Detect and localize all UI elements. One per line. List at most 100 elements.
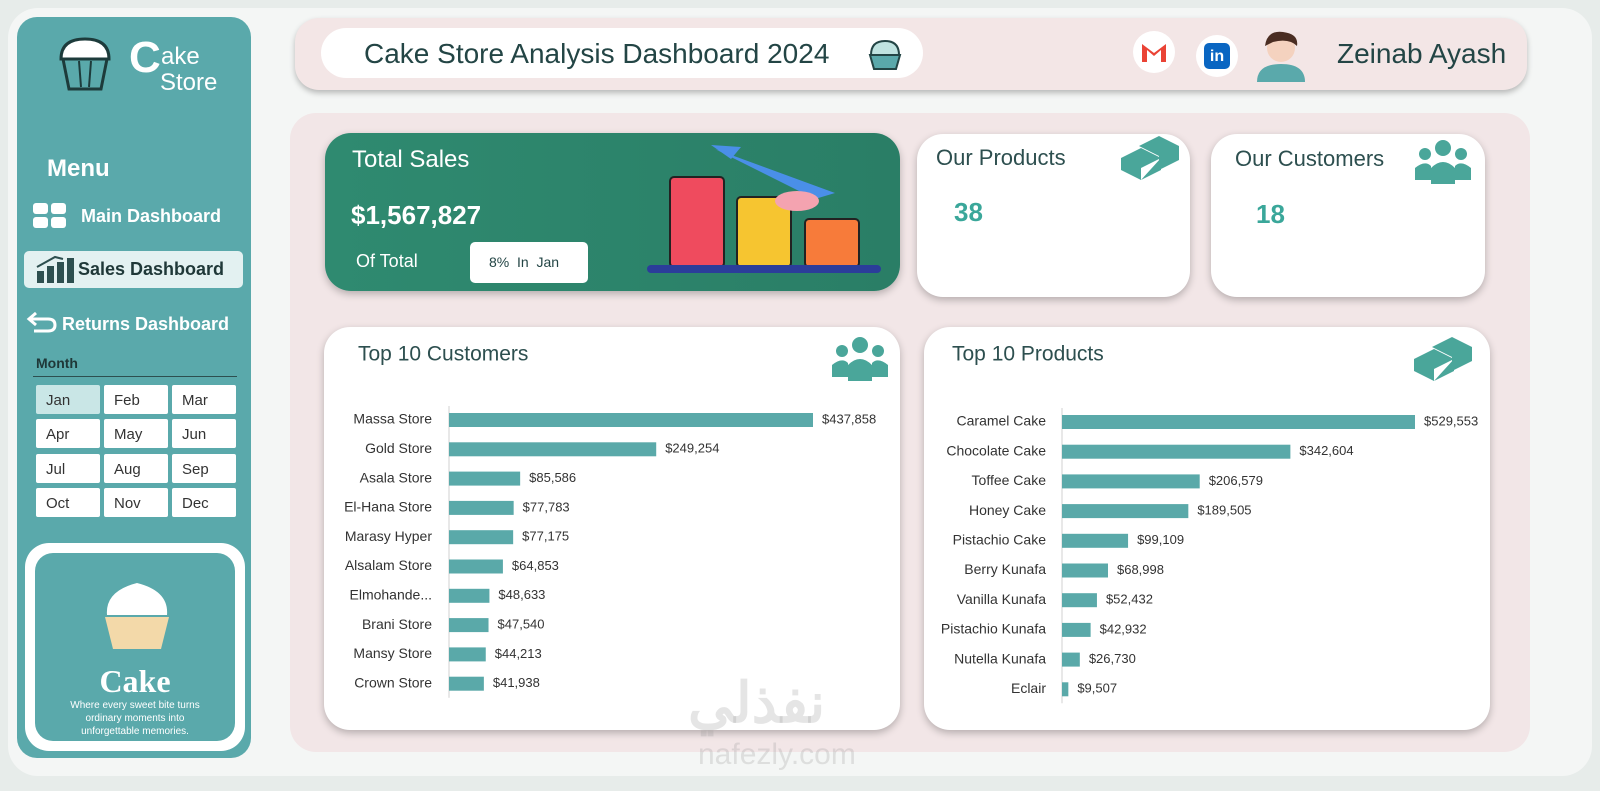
header: Cake Store Analysis Dashboard 2024 in Ze… [295,18,1527,90]
kpi-card: Our Products 38 [917,134,1190,297]
month-button[interactable]: Dec [172,487,236,517]
month-button[interactable]: Oct [36,487,100,517]
kpi-badge: 8% In Jan [470,242,588,283]
value-label: $52,432 [1106,592,1153,607]
value-label: $249,254 [665,441,719,456]
menu-item[interactable]: Main Dashboard [81,206,222,226]
promo: Cake Where every sweet bite turns ordina… [25,543,245,751]
month-button[interactable]: Sep [172,453,236,483]
logo-text: ake [161,43,200,70]
category-label: Elmohande... [350,587,433,603]
category-label: Pistachio Cake [953,532,1047,548]
value-label: $44,213 [495,646,542,661]
bar [1062,563,1108,578]
category-label: El-Hana Store [344,499,432,515]
sidebar: C ake Store Menu Main Dashboard Sales Da… [17,17,251,758]
bar [449,442,657,457]
people-icon [1415,140,1471,184]
avatar [1257,31,1305,82]
kpi-card: Our Customers 18 [1211,134,1485,297]
bar [1062,682,1069,697]
people-icon [832,337,888,381]
value-label: $68,998 [1117,562,1164,577]
page-title: Cake Store Analysis Dashboard 2024 [364,38,830,69]
bar [449,471,521,486]
month-button[interactable]: Jun [172,419,236,449]
watermark: nafezly.com [698,738,856,771]
linkedin-icon[interactable]: in [1195,34,1239,78]
bar [449,530,514,545]
category-label: Honey Cake [969,502,1046,518]
month-button[interactable]: Aug [104,453,168,483]
bar [1062,415,1415,429]
kpi-card: Total Sales $1,567,827 Of Total 8% In Ja… [325,133,900,291]
value-label: $41,938 [493,675,540,690]
chart-title: Top 10 Customers [358,343,528,366]
kpi-value: $1,567,827 [351,200,482,230]
category-label: Vanilla Kunafa [957,591,1046,607]
logo-initial: C [129,33,161,82]
month-button[interactable]: Mar [172,385,236,414]
kpi-label: Our Customers [1235,146,1385,171]
value-label: $77,783 [523,499,570,514]
value-label: $189,505 [1197,503,1251,518]
month-button[interactable]: Nov [104,487,168,517]
boxes-icon [1414,337,1472,381]
icon [36,255,74,283]
logo-icon [59,37,111,91]
bar [1062,474,1200,489]
icon [26,311,57,333]
category-label: Crown Store [354,674,432,690]
category-label: Alsalam Store [345,557,432,573]
category-label: Eclair [1011,680,1046,696]
category-label: Nutella Kunafa [954,650,1046,666]
menu-item[interactable]: Sales Dashboard [78,259,225,279]
bar [449,413,813,427]
bar [1062,622,1091,637]
category-label: Massa Store [353,411,432,427]
category-label: Toffee Cake [972,472,1047,488]
chart-title: Top 10 Products [952,343,1104,366]
value-label: $64,853 [512,558,559,573]
value-label: $206,579 [1209,473,1263,488]
promo-title: Cake [99,663,171,699]
value-label: $9,507 [1077,681,1117,696]
bar [449,618,489,633]
month-button[interactable]: May [104,419,168,449]
logo-text: Store [160,69,218,96]
kpi-value: 18 [1256,199,1285,229]
menu-item[interactable]: Returns Dashboard [62,314,230,334]
bar [449,559,503,574]
menu-title: Menu [47,155,110,182]
bar [449,676,484,691]
chart-card: Top 10 Products Caramel Cake $529,553 Choco… [924,327,1490,730]
divider [33,376,237,377]
bar [1062,533,1129,548]
month-button[interactable]: Apr [36,419,100,449]
category-label: Berry Kunafa [964,561,1046,577]
category-label: Asala Store [360,469,433,485]
gmail-icon[interactable] [1132,30,1176,74]
bar [1062,504,1189,519]
boxes-icon [1121,136,1179,180]
bar [1062,593,1097,608]
month-button[interactable]: Jul [36,453,100,483]
bar [449,588,490,603]
chart-card: Top 10 Customers Massa Store $437,858 Gold … [324,327,900,730]
category-label: Caramel Cake [957,413,1047,429]
value-label: $99,109 [1137,532,1184,547]
cupcake [105,583,169,649]
user-name: Zeinab Ayash [1337,38,1507,69]
bar [1062,444,1291,459]
promo-inner: Cake Where every sweet bite turns ordina… [35,553,235,741]
title-pill [321,28,923,78]
category-label: Mansy Store [353,645,432,661]
watermark: نفذلي [688,671,826,734]
month-button[interactable]: Feb [104,385,168,414]
value-label: $437,858 [822,411,876,426]
month-button[interactable]: Jan [36,385,100,414]
slicer-title: Month [36,355,78,371]
value-label: $529,553 [1424,413,1478,428]
category-label: Chocolate Cake [946,442,1046,458]
